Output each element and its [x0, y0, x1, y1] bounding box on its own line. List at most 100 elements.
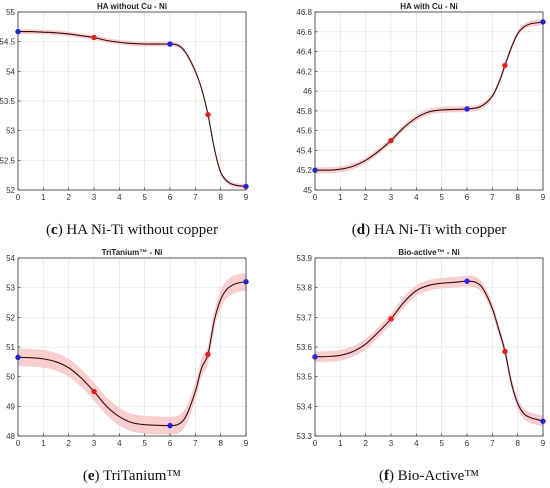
- y-tick-label: 53.9: [296, 254, 312, 263]
- x-tick-label: 1: [41, 193, 46, 202]
- plot-area: [315, 12, 543, 190]
- x-tick-label: 2: [363, 439, 368, 448]
- x-tick-label: 8: [218, 193, 223, 202]
- series-line: [315, 21, 544, 171]
- x-tick-label: 3: [389, 439, 394, 448]
- chart-caption: (e) TriTanium™: [83, 468, 182, 484]
- series-line: [314, 280, 544, 422]
- confidence-band: [18, 272, 246, 435]
- midpoint-marker: [205, 351, 211, 358]
- y-tick-label: 54.5: [0, 38, 16, 47]
- y-tick-label: 46.2: [296, 67, 312, 76]
- chart-panel: 0 1 2 3 4 5 6 7 8 9 53.3 53.4 53.5 53.6 53.7 53.8 53.9 Bi…: [296, 248, 545, 484]
- y-tick-label: 46: [303, 87, 312, 96]
- y-tick-label: 53.7: [296, 313, 312, 322]
- x-tick-label: 2: [66, 439, 71, 448]
- x-tick-label: 0: [313, 193, 318, 202]
- y-tick-label: 45.6: [296, 127, 312, 136]
- x-tick-label: 5: [439, 193, 444, 202]
- y-tick-label: 45.8: [296, 107, 312, 116]
- endpoint-marker: [167, 422, 173, 429]
- series-line: [17, 281, 247, 427]
- endpoint-marker: [167, 41, 173, 47]
- x-tick-label: 4: [117, 439, 122, 448]
- x-tick-label: 4: [414, 193, 419, 202]
- x-tick-label: 8: [218, 439, 223, 448]
- x-tick-label: 3: [92, 193, 97, 202]
- x-tick-label: 7: [490, 439, 495, 448]
- x-tick-label: 9: [541, 439, 546, 448]
- caption-text: ) Bio-Active™: [389, 468, 479, 484]
- x-tick-label: 9: [244, 439, 249, 448]
- y-tick-label: 52: [6, 186, 15, 195]
- x-tick-label: 9: [541, 193, 546, 202]
- midpoint-marker: [388, 316, 394, 322]
- caption-paren-open: (: [83, 468, 88, 484]
- y-tick-label: 53.3: [296, 432, 312, 441]
- y-tick-label: 45.4: [296, 146, 312, 155]
- x-tick-label: 8: [515, 439, 520, 448]
- x-tick-label: 5: [142, 439, 147, 448]
- x-tick-label: 3: [92, 439, 97, 448]
- y-tick-label: 53.8: [296, 284, 312, 293]
- y-tick-label: 45.2: [296, 166, 312, 175]
- caption-letter: c: [51, 222, 58, 238]
- x-tick-label: 5: [439, 439, 444, 448]
- y-tick-label: 55: [6, 8, 15, 17]
- x-tick-label: 4: [117, 193, 122, 202]
- x-tick-label: 7: [193, 439, 198, 448]
- chart-title: HA without Cu - Ni: [97, 2, 167, 11]
- x-tick-label: 4: [414, 439, 419, 448]
- y-tick-label: 48: [6, 432, 15, 441]
- series-line: [18, 31, 247, 187]
- x-tick-label: 6: [168, 439, 173, 448]
- caption-letter: e: [88, 468, 95, 484]
- midpoint-marker: [502, 348, 508, 355]
- chart-caption: (c) HA Ni-Ti without copper: [46, 222, 218, 238]
- chart-panel: 0 1 2 3 4 5 6 7 8 9 52 52.5 53 53.5 54 54.5 55 HA without…: [0, 2, 249, 238]
- y-tick-label: 53.5: [0, 97, 16, 106]
- chart-title: TriTanium™ - Ni: [102, 248, 163, 257]
- axes-frame: [314, 11, 544, 191]
- y-tick-label: 54: [6, 67, 15, 76]
- chart-panel: 0 1 2 3 4 5 6 7 8 9 48 49 50 51 52 53 54 TriTanium™ - Ni (…: [6, 248, 249, 484]
- chart-caption: (d) HA Ni-Ti with copper: [352, 222, 506, 238]
- x-tick-label: 1: [338, 193, 343, 202]
- y-tick-label: 53.5: [296, 373, 312, 382]
- x-tick-label: 8: [515, 193, 520, 202]
- y-tick-label: 54: [6, 254, 15, 263]
- chart-panel: 0 1 2 3 4 5 6 7 8 94545.245.445.645.84646.246.446…: [296, 2, 545, 238]
- x-tick-label: 0: [313, 439, 318, 448]
- x-tick-label: 0: [16, 439, 21, 448]
- y-tick-label: 50: [6, 373, 15, 382]
- midpoint-marker: [91, 388, 97, 395]
- y-tick-label: 53: [6, 127, 15, 136]
- y-tick-label: 53: [6, 284, 15, 293]
- midpoint-marker: [91, 34, 97, 41]
- x-tick-label: 7: [490, 193, 495, 202]
- chart-title: HA with Cu - Ni: [400, 2, 457, 11]
- x-tick-label: 5: [142, 193, 147, 202]
- y-tick-label: 52.5: [0, 156, 16, 165]
- x-tick-label: 9: [244, 193, 249, 202]
- x-tick-label: 6: [465, 439, 470, 448]
- y-tick-label: 53.4: [296, 402, 312, 411]
- caption-letter: f: [384, 468, 390, 484]
- x-tick-label: 7: [193, 193, 198, 202]
- x-tick-label: 3: [389, 193, 394, 202]
- chart-caption: (f) Bio-Active™: [379, 468, 479, 484]
- x-tick-label: 6: [465, 193, 470, 202]
- x-tick-label: 1: [41, 439, 46, 448]
- y-tick-label: 46.8: [296, 8, 312, 17]
- endpoint-marker: [464, 106, 470, 112]
- x-tick-label: 1: [338, 439, 343, 448]
- caption-letter: d: [357, 222, 366, 238]
- y-tick-label: 49: [6, 402, 15, 411]
- x-tick-label: 0: [16, 193, 21, 202]
- caption-text: ) TriTanium™: [95, 468, 182, 484]
- chart-title: Bio-active™ - Ni: [398, 248, 459, 257]
- caption-paren-open: (: [46, 222, 51, 238]
- x-tick-label: 6: [168, 193, 173, 202]
- y-tick-label: 51: [6, 343, 15, 352]
- caption-paren-open: (: [379, 468, 384, 484]
